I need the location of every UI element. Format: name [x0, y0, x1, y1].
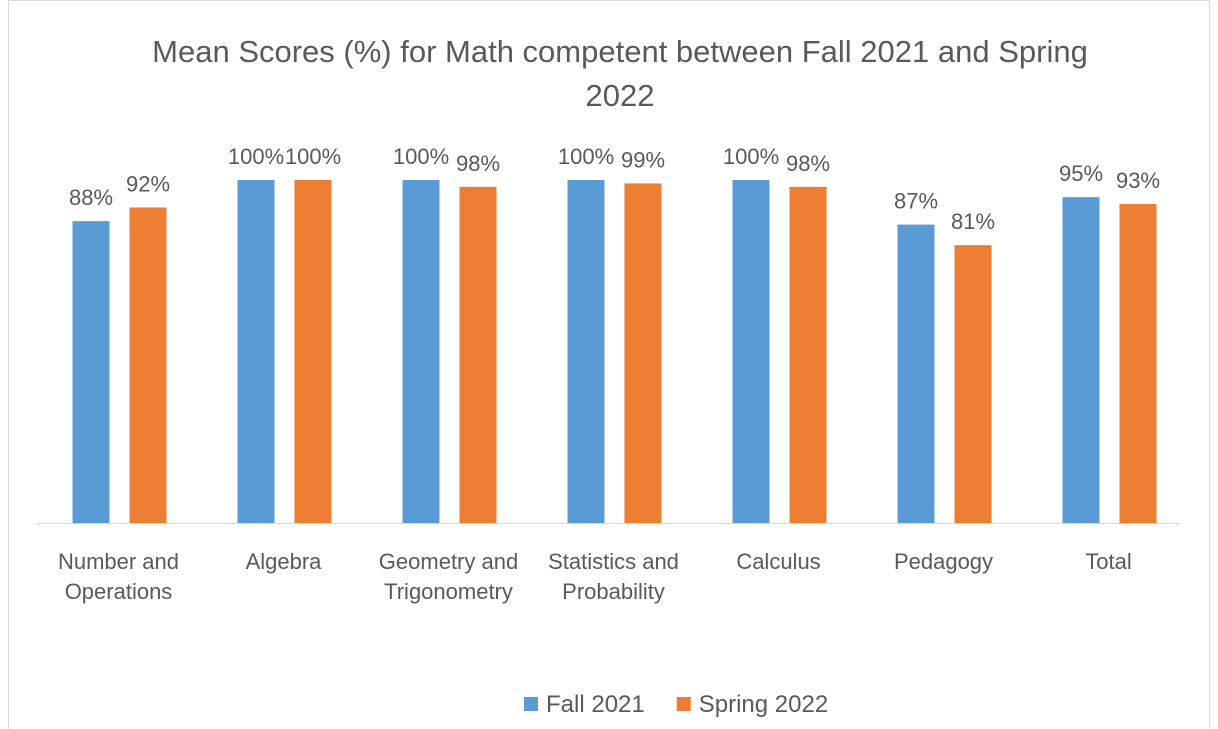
x-tick-label: Algebra: [245, 549, 322, 574]
bar: [237, 180, 275, 523]
bar: [1119, 204, 1157, 523]
data-label: 100%: [723, 144, 779, 169]
bar: [72, 221, 110, 523]
bar: [129, 207, 167, 523]
data-label: 99%: [621, 147, 665, 172]
bar: [1062, 197, 1100, 523]
data-label: 100%: [228, 144, 284, 169]
bar: [402, 180, 440, 523]
data-label: 81%: [951, 209, 995, 234]
bar: [624, 183, 662, 523]
bar: [294, 180, 332, 523]
bar: [789, 186, 827, 524]
data-label: 87%: [894, 189, 938, 214]
legend-label: Spring 2022: [699, 691, 828, 718]
bar: [954, 245, 992, 524]
legend-swatch: [524, 697, 538, 711]
bar: [732, 180, 770, 523]
data-label: 100%: [393, 144, 449, 169]
data-label: 98%: [456, 151, 500, 176]
data-label: 93%: [1116, 168, 1160, 193]
x-tick-label: Geometry and Trigonometry: [378, 549, 519, 604]
data-label: 100%: [558, 144, 614, 169]
data-label: 95%: [1059, 161, 1103, 186]
bar: [459, 186, 497, 524]
data-label: 92%: [126, 171, 170, 196]
x-tick-label: Calculus: [736, 549, 821, 574]
chart-border: [8, 0, 1210, 729]
x-tick-label: Number and Operations: [57, 549, 180, 604]
x-tick-label: Total: [1085, 549, 1132, 574]
data-label: 88%: [69, 185, 113, 210]
legend-label: Fall 2021: [546, 691, 645, 718]
bar: [567, 180, 605, 523]
x-tick-label: Statistics and Probability: [548, 549, 679, 604]
legend-swatch: [676, 697, 691, 711]
data-label: 98%: [786, 151, 830, 176]
chart-title: Mean Scores (%) for Math competent betwe…: [152, 34, 1088, 113]
data-label: 100%: [285, 144, 341, 169]
x-tick-label: Pedagogy: [893, 549, 994, 574]
bar: [897, 224, 935, 523]
